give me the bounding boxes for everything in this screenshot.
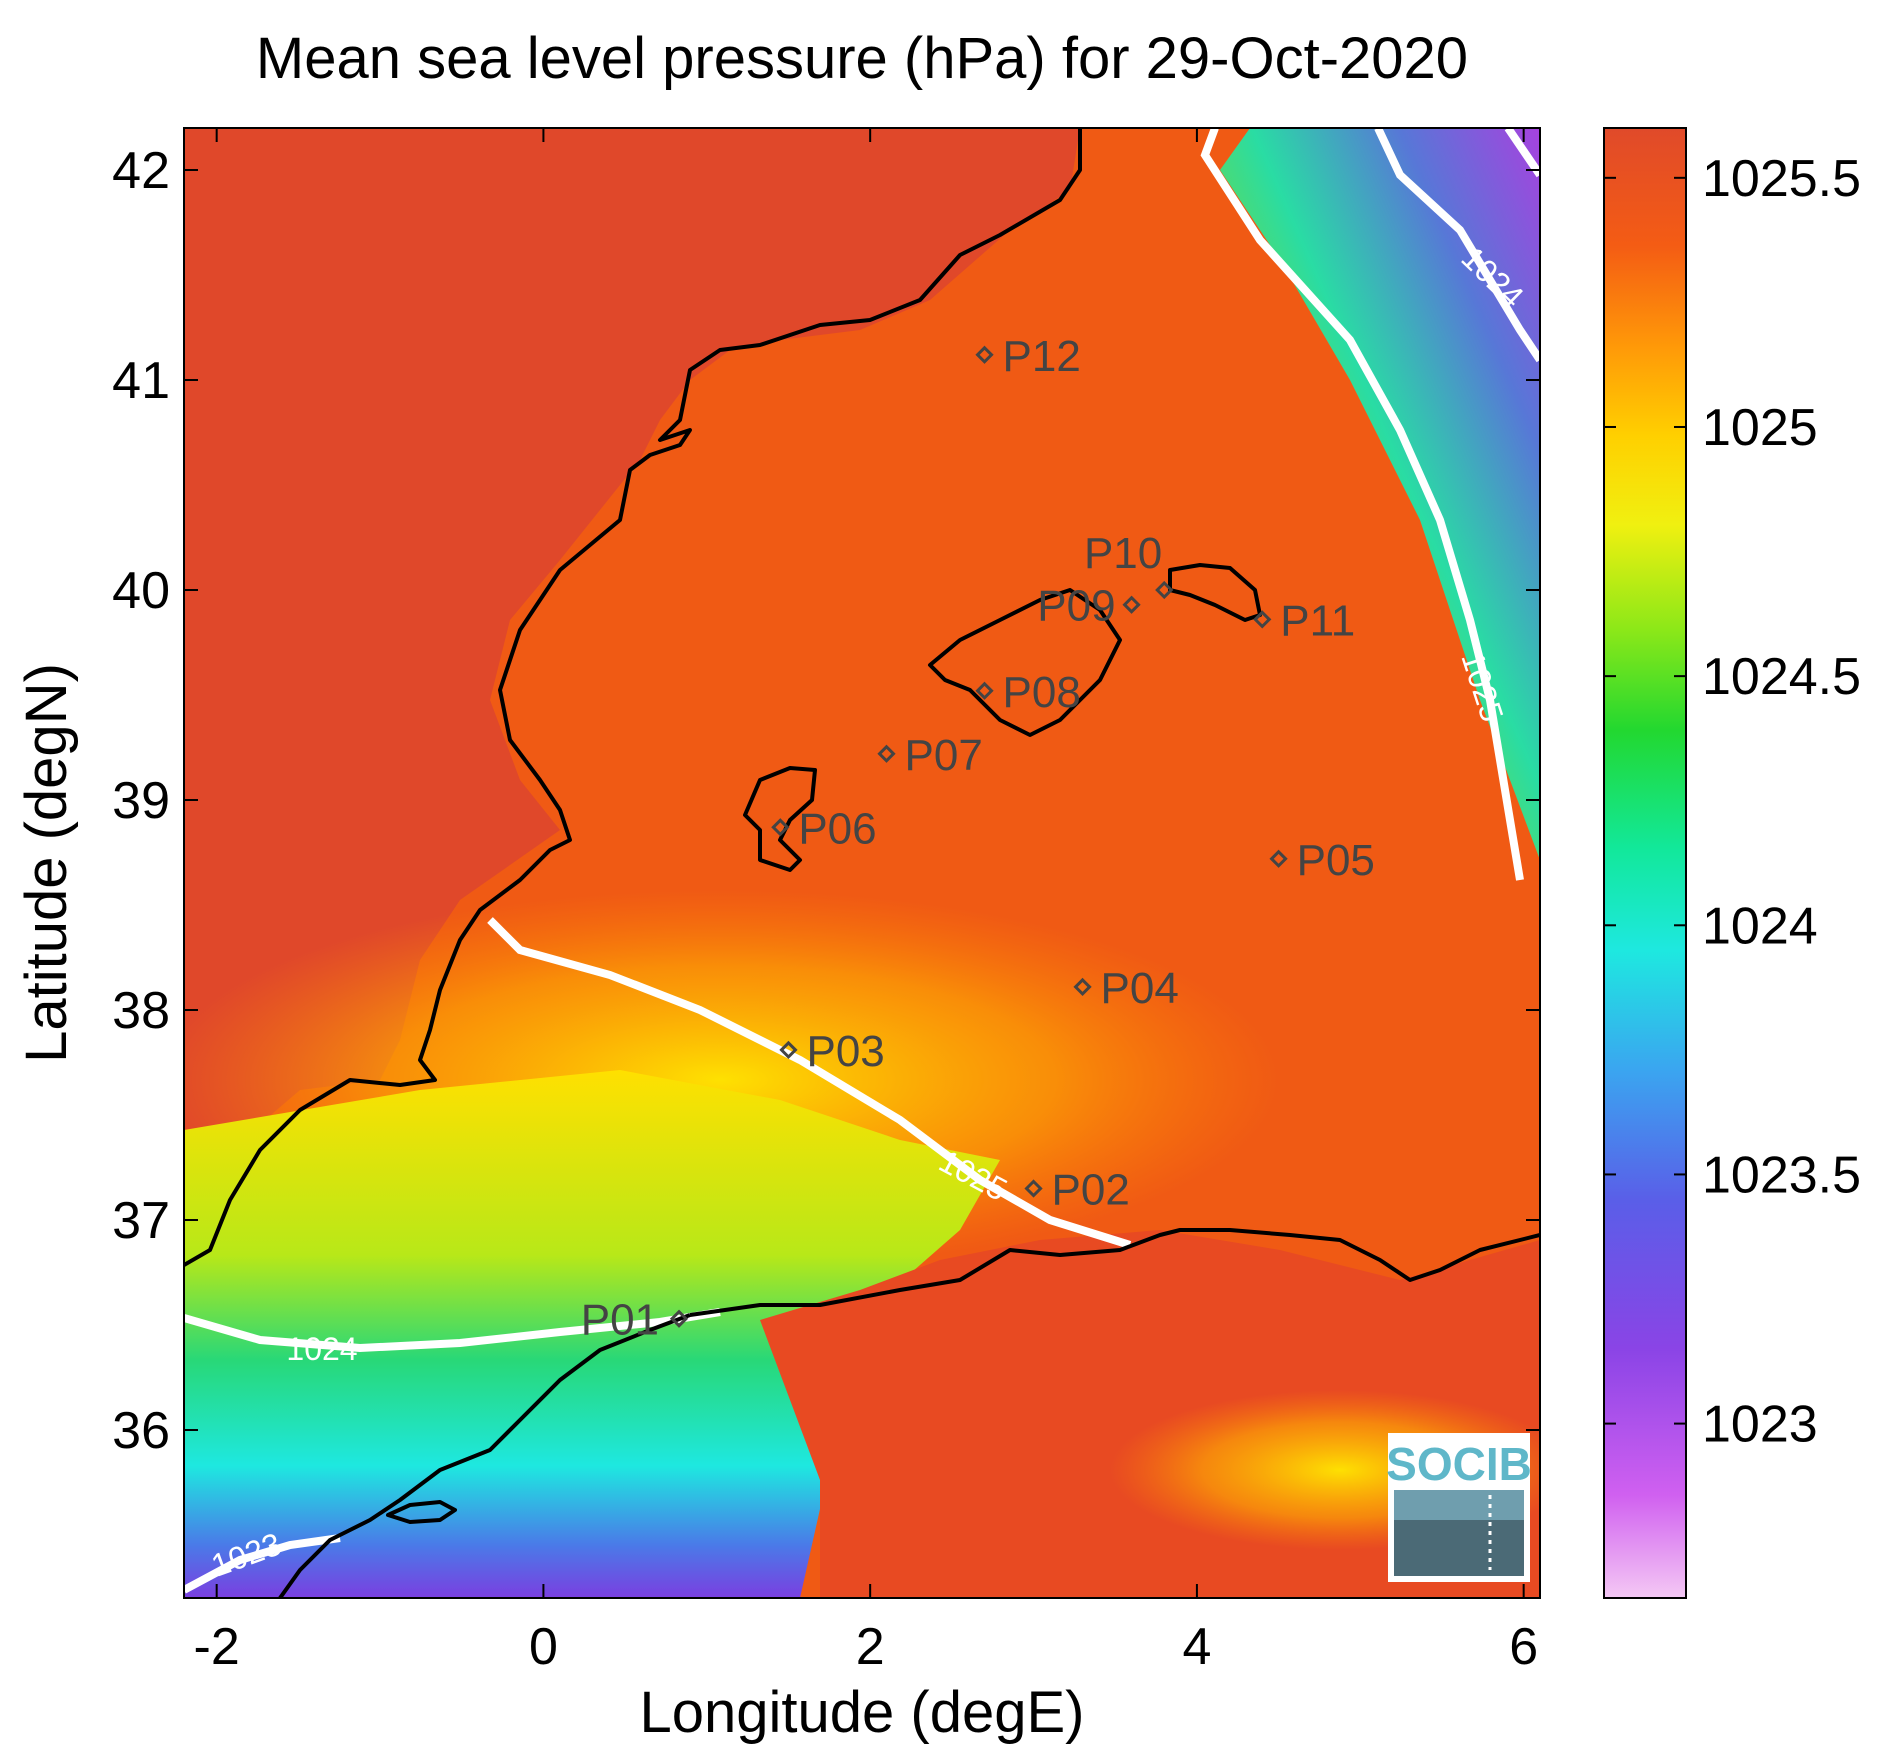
- station-p04: P04: [1073, 964, 1179, 1013]
- x-tick-label: 2: [856, 1618, 885, 1676]
- contour-1023: [184, 1534, 341, 1594]
- map-panel: [184, 128, 1540, 1598]
- station-marker: [771, 818, 790, 837]
- station-p07: P07: [877, 731, 983, 780]
- contour-label: 1024: [286, 1331, 357, 1367]
- station-marker: [877, 744, 896, 763]
- coastline-alboran-isle: [386, 1500, 457, 1524]
- station-p09: P09: [1037, 582, 1141, 631]
- coastline-menorca: [1168, 563, 1262, 622]
- station-p06: P06: [771, 804, 877, 853]
- station-marker: [975, 345, 994, 364]
- y-tick-label: 41: [112, 352, 170, 410]
- station-label: P10: [1084, 529, 1162, 578]
- contour-1025-south: [487, 917, 1132, 1249]
- y-tick-label: 38: [112, 982, 170, 1040]
- colorbar-ticks: 1025.5 1025 1024.5 1024 1023.5 1023: [1604, 150, 1861, 1454]
- station-label: P12: [1003, 332, 1081, 381]
- colorbar-gradient: [1603, 127, 1687, 1599]
- pressure-field-northeast-low: [1220, 128, 1540, 860]
- logo-text: SOCIB: [1386, 1438, 1532, 1490]
- station-label: P09: [1037, 582, 1115, 631]
- station-marker: [1122, 595, 1141, 614]
- y-axis-label: Latitude (degN): [14, 663, 79, 1063]
- station-label: P07: [905, 731, 983, 780]
- station-p01: P01: [581, 1296, 689, 1345]
- station-p02: P02: [1024, 1166, 1130, 1215]
- station-marker: [1024, 1179, 1043, 1198]
- station-label: P06: [798, 804, 876, 853]
- y-tick-label: 42: [112, 142, 170, 200]
- station-label: P02: [1052, 1166, 1130, 1215]
- x-axis-ticks: -2 0 2 4 6: [194, 128, 1538, 1676]
- station-p12: P12: [975, 332, 1081, 381]
- coastline-ibiza: [743, 766, 817, 872]
- colorbar: 1025.5 1025 1024.5 1024 1023.5 1023: [1603, 127, 1861, 1599]
- station-p05: P05: [1269, 836, 1375, 885]
- coastline-morocco: [278, 1313, 691, 1598]
- station-label: P01: [581, 1296, 659, 1345]
- x-tick-label: 0: [529, 1618, 558, 1676]
- y-tick-label: 36: [112, 1402, 170, 1460]
- station-label: P08: [1003, 668, 1081, 717]
- x-tick-label: 6: [1509, 1618, 1538, 1676]
- station-p10: P10: [1084, 529, 1174, 600]
- coastlines: [184, 128, 1540, 1598]
- station-marker: [1269, 849, 1288, 868]
- station-marker: [1073, 977, 1092, 997]
- station-marker: [975, 681, 994, 700]
- station-label: P03: [806, 1027, 884, 1076]
- coastline-north-africa: [689, 1228, 1540, 1317]
- station-label: P05: [1297, 836, 1375, 885]
- pressure-field-south: [184, 1070, 1000, 1598]
- colorbar-tick-label: 1024.5: [1702, 648, 1861, 706]
- station-label: P11: [1280, 596, 1355, 645]
- coastline-mallorca: [928, 588, 1122, 737]
- station-p08: P08: [975, 668, 1081, 717]
- socib-logo: SOCIB: [1386, 1433, 1532, 1582]
- y-tick-label: 39: [112, 772, 170, 830]
- station-marker: [669, 1309, 689, 1328]
- contour-lines: [184, 128, 1540, 1594]
- y-axis-ticks: 42 41 40 39 38 37 36: [112, 142, 1540, 1460]
- station-p11: P11: [1253, 596, 1355, 645]
- contour-1024-east: [1374, 128, 1540, 363]
- chart-title: Mean sea level pressure (hPa) for 29-Oct…: [256, 26, 1468, 91]
- station-label: P04: [1101, 964, 1179, 1013]
- x-tick-label: 4: [1182, 1618, 1211, 1676]
- y-tick-label: 37: [112, 1192, 170, 1250]
- x-axis-label: Longitude (degE): [640, 1680, 1085, 1745]
- colorbar-tick-label: 1025.5: [1702, 150, 1861, 208]
- y-tick-label: 40: [112, 562, 170, 620]
- station-marker: [1253, 610, 1272, 629]
- contour-1025-east: [1200, 128, 1524, 881]
- x-tick-label: -2: [194, 1618, 240, 1676]
- contour-1025-corner: [1504, 128, 1540, 178]
- map-frame: [183, 127, 1541, 1599]
- colorbar-tick-label: 1023: [1702, 1396, 1818, 1454]
- coastline-iberia: [184, 128, 1082, 1267]
- station-p03: P03: [779, 1027, 885, 1076]
- station-marker: [779, 1040, 798, 1060]
- colorbar-tick-label: 1024: [1702, 897, 1818, 955]
- colorbar-tick-label: 1025: [1702, 399, 1818, 457]
- contour-1024-south: [184, 1308, 721, 1353]
- colorbar-tick-label: 1023.5: [1702, 1146, 1861, 1204]
- station-marker: [1155, 580, 1174, 600]
